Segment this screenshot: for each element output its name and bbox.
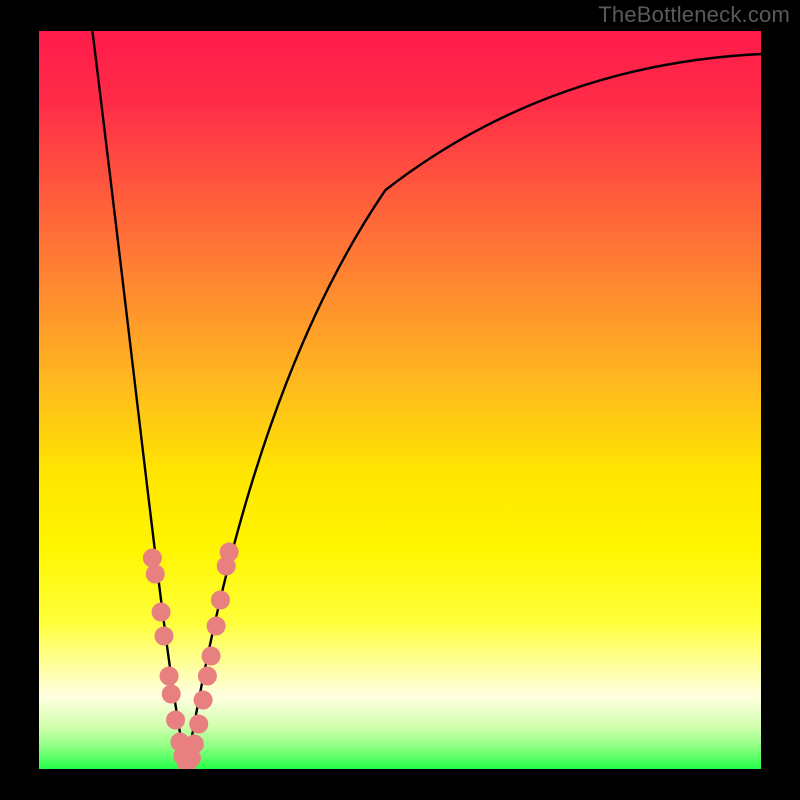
- data-marker: [194, 691, 212, 709]
- plot-background: [38, 30, 762, 770]
- data-marker: [207, 617, 225, 635]
- data-marker: [198, 667, 216, 685]
- data-marker: [167, 711, 185, 729]
- data-marker: [143, 549, 161, 567]
- data-marker: [190, 715, 208, 733]
- data-marker: [202, 647, 220, 665]
- bottleneck-chart-svg: [0, 0, 800, 800]
- data-marker: [211, 591, 229, 609]
- data-marker: [162, 685, 180, 703]
- data-marker: [185, 735, 203, 753]
- data-marker: [220, 543, 238, 561]
- data-marker: [146, 565, 164, 583]
- data-marker: [155, 627, 173, 645]
- data-marker: [152, 603, 170, 621]
- watermark-text: TheBottleneck.com: [598, 2, 790, 28]
- chart-root: { "watermark": { "text": "TheBottleneck.…: [0, 0, 800, 800]
- data-marker: [160, 667, 178, 685]
